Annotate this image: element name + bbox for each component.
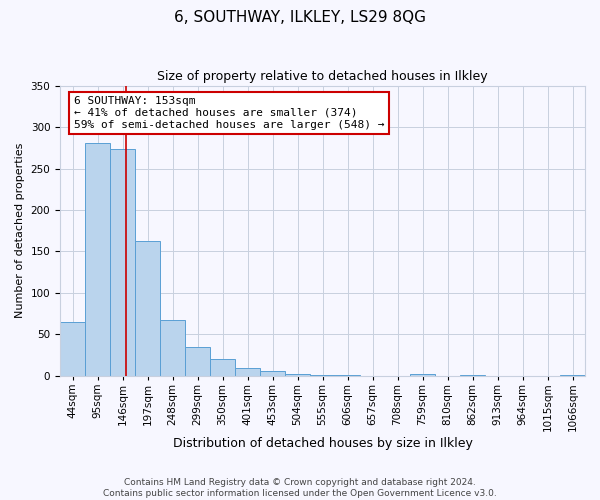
Bar <box>160 320 185 376</box>
Bar <box>235 368 260 376</box>
Bar <box>110 150 135 376</box>
Bar <box>410 374 435 376</box>
Bar <box>285 374 310 376</box>
X-axis label: Distribution of detached houses by size in Ilkley: Distribution of detached houses by size … <box>173 437 472 450</box>
Y-axis label: Number of detached properties: Number of detached properties <box>15 143 25 318</box>
Bar <box>310 375 335 376</box>
Bar <box>85 143 110 376</box>
Bar <box>560 375 585 376</box>
Bar <box>185 347 210 376</box>
Bar <box>335 375 360 376</box>
Bar <box>60 322 85 376</box>
Bar <box>460 375 485 376</box>
Title: Size of property relative to detached houses in Ilkley: Size of property relative to detached ho… <box>157 70 488 83</box>
Bar <box>135 240 160 376</box>
Text: 6, SOUTHWAY, ILKLEY, LS29 8QG: 6, SOUTHWAY, ILKLEY, LS29 8QG <box>174 10 426 25</box>
Text: 6 SOUTHWAY: 153sqm
← 41% of detached houses are smaller (374)
59% of semi-detach: 6 SOUTHWAY: 153sqm ← 41% of detached hou… <box>74 96 384 130</box>
Text: Contains HM Land Registry data © Crown copyright and database right 2024.
Contai: Contains HM Land Registry data © Crown c… <box>103 478 497 498</box>
Bar <box>260 371 285 376</box>
Bar <box>210 360 235 376</box>
